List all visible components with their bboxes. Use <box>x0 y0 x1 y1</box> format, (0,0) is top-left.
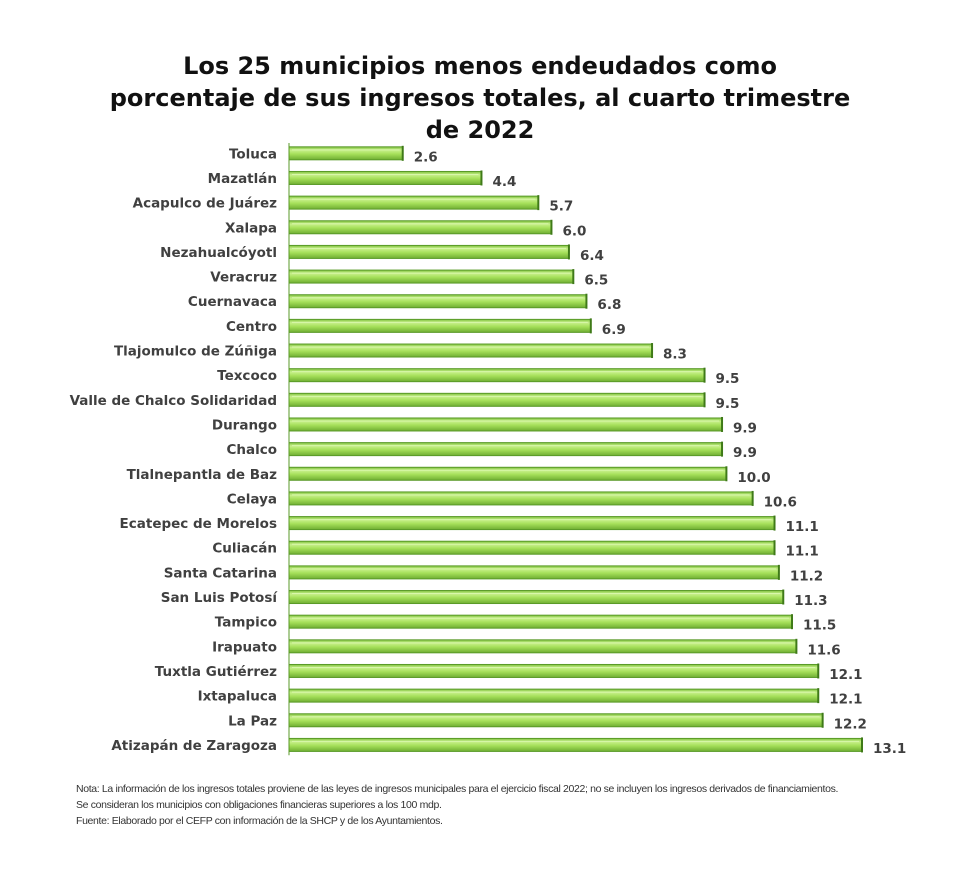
category-label: Chalco <box>226 442 277 458</box>
value-label: 6.0 <box>562 223 586 239</box>
category-label: Xalapa <box>225 220 277 236</box>
category-label: Tampico <box>215 615 277 631</box>
value-label: 11.1 <box>786 544 819 560</box>
bar <box>288 639 797 654</box>
source-line: Fuente: Elaborado por el CEFP con inform… <box>76 815 443 827</box>
category-label: Santa Catarina <box>164 565 277 581</box>
bars-group: Toluca 2.6 Mazatlán 4.4 Acapulco de Juárez 5.… <box>70 143 906 757</box>
chart-title-line: Los 25 municipios menos endeudados como <box>183 52 777 80</box>
value-label: 11.3 <box>794 593 827 609</box>
bar <box>288 491 754 506</box>
bar <box>288 466 727 481</box>
value-label: 12.1 <box>829 692 862 708</box>
value-label: 4.4 <box>492 174 516 190</box>
footnotes: Nota: La información de los ingresos tot… <box>76 781 838 829</box>
category-label: Durango <box>212 417 277 433</box>
category-label: Tlajomulco de Zúñiga <box>114 344 277 360</box>
note-line: Se consideran los municipios con obligac… <box>76 799 442 811</box>
bar <box>288 244 570 259</box>
bar <box>288 565 780 580</box>
value-label: 9.5 <box>716 396 740 412</box>
category-label: Mazatlán <box>208 171 277 187</box>
value-label: 6.5 <box>584 273 608 289</box>
bar <box>288 688 819 703</box>
category-label: Texcoco <box>217 368 277 384</box>
bar <box>288 392 706 407</box>
chart-title: Los 25 municipios menos endeudados como … <box>0 50 960 146</box>
bar <box>288 343 653 358</box>
category-label: Centro <box>226 319 277 335</box>
category-label: La Paz <box>228 713 277 729</box>
bar <box>288 269 574 284</box>
value-label: 10.0 <box>737 470 770 486</box>
category-label: Nezahualcóyotl <box>160 245 277 261</box>
bar <box>288 170 482 185</box>
category-label: San Luis Potosí <box>161 590 279 606</box>
category-label: Tlalnepantla de Baz <box>127 467 278 483</box>
bar <box>288 663 819 678</box>
bar <box>288 516 776 531</box>
bar <box>288 614 793 629</box>
note-line: Nota: La información de los ingresos tot… <box>76 783 839 795</box>
bar <box>288 540 776 555</box>
category-label: Toluca <box>229 146 277 162</box>
category-label: Cuernavaca <box>188 294 277 310</box>
bar <box>288 417 723 432</box>
value-label: 12.2 <box>834 716 867 732</box>
bar <box>288 368 706 383</box>
category-label: Irapuato <box>212 639 277 655</box>
category-label: Tuxtla Gutiérrez <box>155 664 277 680</box>
bar <box>288 294 587 309</box>
value-label: 6.9 <box>602 322 626 338</box>
bar <box>288 737 863 752</box>
value-label: 11.5 <box>803 618 836 634</box>
value-label: 11.6 <box>807 642 840 658</box>
bar <box>288 442 723 457</box>
value-label: 10.6 <box>764 494 797 510</box>
chart-title-line: porcentaje de sus ingresos totales, al c… <box>109 84 851 112</box>
value-label: 5.7 <box>549 199 573 215</box>
value-label: 11.2 <box>790 568 823 584</box>
category-label: Ecatepec de Morelos <box>120 516 277 532</box>
bar <box>288 146 404 161</box>
category-label: Acapulco de Juárez <box>133 196 278 212</box>
value-label: 6.4 <box>580 248 604 264</box>
value-label: 9.9 <box>733 420 757 436</box>
value-label: 6.8 <box>597 297 621 313</box>
category-label: Veracruz <box>210 270 277 286</box>
bar <box>288 195 539 210</box>
category-label: Atizapán de Zaragoza <box>111 738 277 754</box>
value-label: 9.9 <box>733 445 757 461</box>
value-label: 2.6 <box>414 149 438 165</box>
category-label: Culiacán <box>212 541 277 557</box>
chart-title-line: de 2022 <box>425 116 535 144</box>
value-label: 8.3 <box>663 347 687 363</box>
bar <box>288 318 592 333</box>
value-label: 9.5 <box>716 371 740 387</box>
value-label: 13.1 <box>873 741 906 757</box>
bar <box>288 713 824 728</box>
value-label: 12.1 <box>829 667 862 683</box>
value-label: 11.1 <box>786 519 819 535</box>
category-label: Celaya <box>227 491 277 507</box>
category-label: Ixtapaluca <box>198 689 277 705</box>
bar <box>288 220 552 235</box>
category-label: Valle de Chalco Solidaridad <box>70 393 277 409</box>
bar <box>288 590 784 605</box>
